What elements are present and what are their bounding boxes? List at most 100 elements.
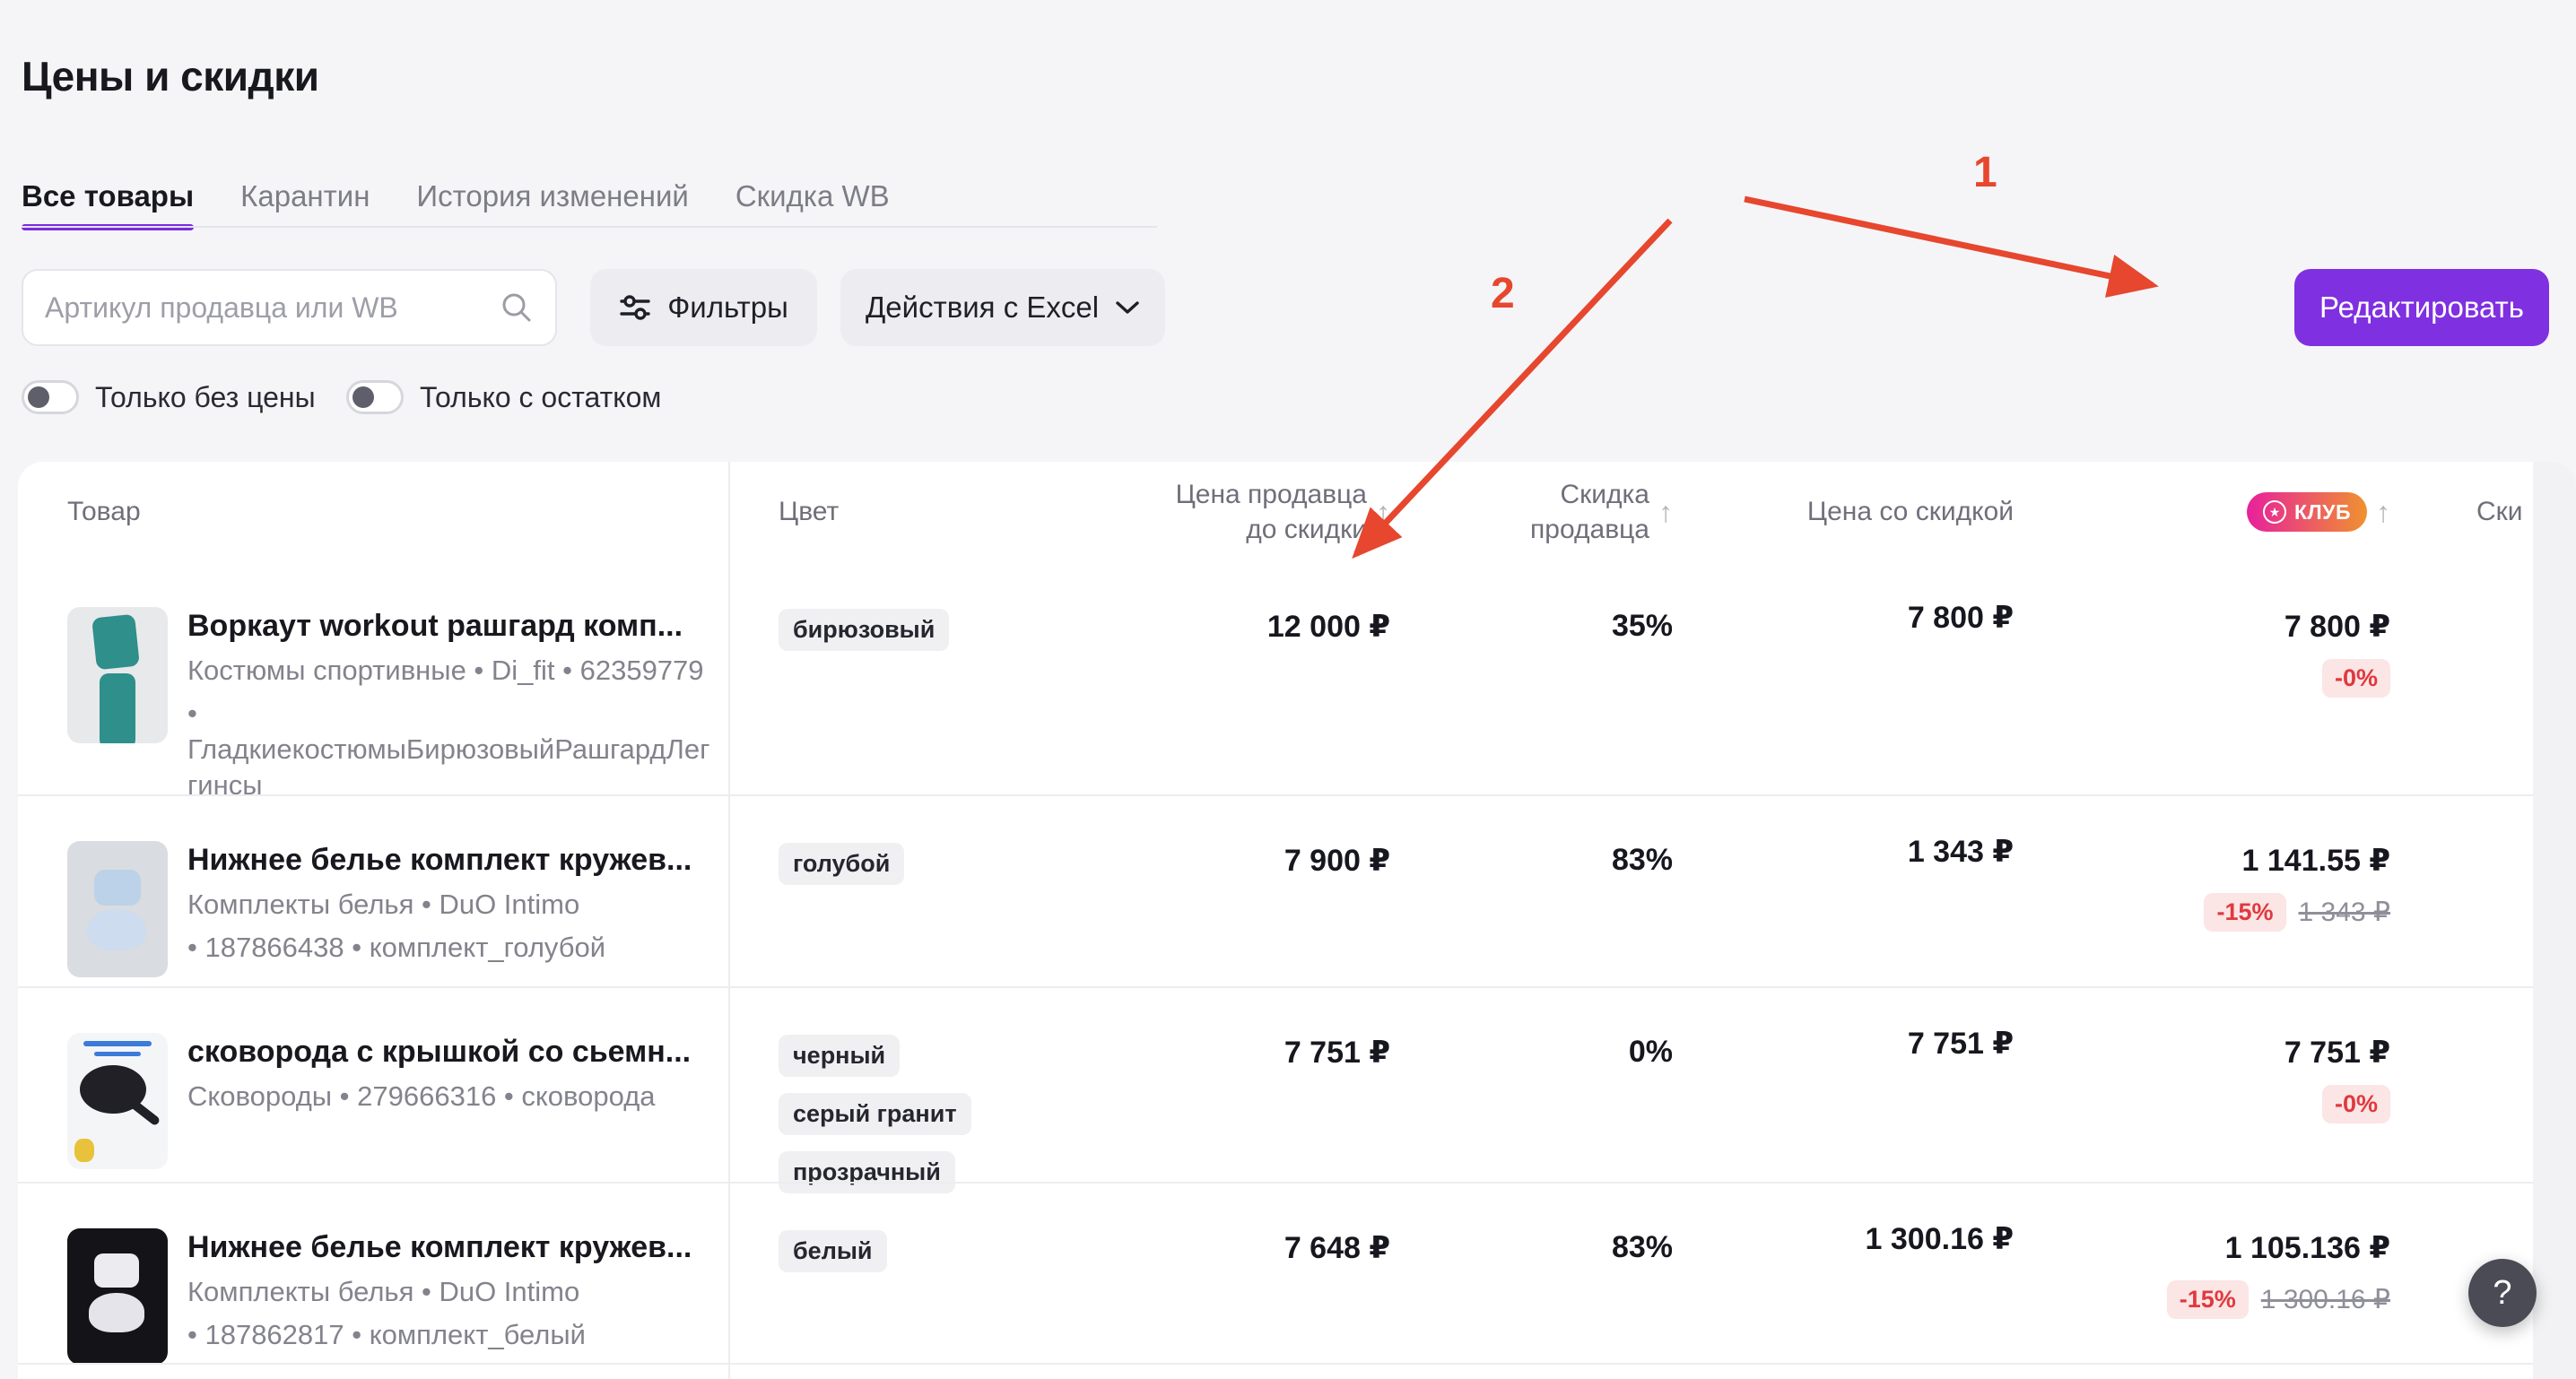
club-price: 1 141.55 ₽	[2241, 844, 2390, 878]
product-title: Нижнее белье комплект кружев...	[187, 843, 692, 877]
search-input[interactable]	[45, 291, 500, 325]
excel-actions-button[interactable]: Действия с Excel	[840, 269, 1165, 346]
color-cell: белый	[728, 1184, 1024, 1365]
color-cell: бирюзовый	[728, 562, 1024, 803]
club-badge-label: КЛУБ	[2293, 499, 2351, 524]
header-discount-line2: продавца	[1530, 515, 1649, 544]
table-row[interactable]: Нижнее белье комплект кружев... Комплект…	[18, 1182, 2576, 1365]
discount-cell: 0%	[1628, 1035, 1673, 1069]
price-after-cell: 1 300.16 ₽	[1865, 1222, 2014, 1256]
table-row[interactable]: Воркаут workout рашгард комп... Костюмы …	[18, 562, 2576, 801]
tab-quarantine[interactable]: Карантин	[240, 179, 370, 212]
header-club[interactable]: ★ КЛУБ ↑	[2014, 492, 2390, 532]
annotation-label-2: 2	[1491, 270, 1515, 317]
price-after-cell: 7 800 ₽	[1907, 601, 2014, 635]
club-change-badge: -15%	[2204, 893, 2286, 932]
toggle-with-stock-group: Только с остатком	[346, 380, 661, 414]
product-subtitle: Костюмы спортивные • Di_fit • 62359779	[187, 655, 704, 686]
sort-icon[interactable]: ↑	[1658, 495, 1673, 528]
header-price-before[interactable]: Цена продавца до скидки ↑	[1024, 477, 1390, 547]
club-price: 7 800 ₽	[2284, 610, 2390, 644]
products-table: Товар Цвет Цена продавца до скидки ↑ Ски…	[18, 462, 2576, 1379]
filters-button[interactable]: Фильтры	[590, 269, 817, 346]
discount-cell: 35%	[1611, 609, 1673, 643]
header-color: Цвет	[779, 497, 840, 526]
product-subtitle: Сковороды • 279666316 • сковорода	[187, 1080, 656, 1112]
header-price-after: Цена со скидкой	[1806, 497, 2014, 526]
sort-icon[interactable]: ↑	[1376, 495, 1390, 528]
table-row[interactable]: Нижнее белье комплект кружев... Комплект…	[18, 794, 2576, 986]
tab-all-products[interactable]: Все товары	[22, 178, 195, 230]
club-price: 7 751 ₽	[2284, 1036, 2390, 1070]
tab-wb-discount[interactable]: Скидка WB	[735, 179, 890, 212]
header-price-before-line1: Цена продавца	[1175, 480, 1367, 509]
product-subtitle: Комплекты белья • DuO Intimo	[187, 1276, 580, 1307]
help-button[interactable]: ?	[2468, 1259, 2537, 1327]
product-cell: Нижнее белье комплект кружев... Комплект…	[18, 1184, 728, 1365]
page-title: Цены и скидки	[22, 53, 319, 100]
toggle-with-stock[interactable]	[346, 380, 404, 414]
header-discount-line1: Скидка	[1560, 480, 1649, 509]
search-box[interactable]	[22, 269, 557, 346]
toggle-no-price-label: Только без цены	[95, 380, 316, 413]
toggle-no-price[interactable]	[22, 380, 79, 414]
product-tags: • 187862817 • комплект_белый	[187, 1319, 586, 1350]
product-cell: Воркаут workout рашгард комп... Костюмы …	[18, 562, 728, 803]
club-price-cell: 1 141.55 ₽ -15% 1 343 ₽	[2014, 796, 2390, 986]
header-seller-discount[interactable]: Скидка продавца ↑	[1390, 477, 1673, 547]
annotation-label-1: 1	[1973, 149, 1997, 196]
color-chip: бирюзовый	[779, 609, 950, 651]
price-before-cell: 7 900 ₽	[1284, 844, 1390, 878]
color-chip: белый	[779, 1230, 887, 1272]
club-price-cell: 7 800 ₽ -0%	[2014, 562, 2390, 803]
product-tags: • ГладкиекостюмыБирюзовыйРашгардЛеггинсы	[187, 698, 710, 801]
price-before-cell: 12 000 ₽	[1266, 610, 1390, 644]
table-right-edge	[2533, 462, 2576, 1379]
product-cell: Нижнее белье комплект кружев... Комплект…	[18, 796, 728, 986]
excel-actions-label: Действия с Excel	[865, 291, 1100, 324]
discount-cell: 83%	[1611, 1230, 1673, 1264]
table-row-partial	[18, 1363, 2576, 1379]
tab-track-line	[22, 226, 1157, 228]
header-price-before-line2: до скидки	[1246, 515, 1367, 544]
price-before-cell: 7 648 ₽	[1284, 1231, 1390, 1265]
product-subtitle: Комплекты белья • DuO Intimo	[187, 889, 580, 920]
filters-label: Фильтры	[667, 291, 788, 324]
table-row[interactable]: сковорода с крышкой со сьемн... Сковород…	[18, 986, 2576, 1193]
chevron-down-icon	[1116, 301, 1139, 314]
club-price-cell: 1 105.136 ₽ -15% 1 300.16 ₽	[2014, 1184, 2390, 1365]
color-chip: прозрачный	[779, 1151, 955, 1193]
product-image	[67, 841, 168, 977]
question-icon: ?	[2493, 1273, 2512, 1312]
product-image	[67, 607, 168, 743]
club-change-badge: -0%	[2321, 1085, 2390, 1123]
product-cell: сковорода с крышкой со сьемн... Сковород…	[18, 988, 728, 1193]
filters-icon	[620, 295, 650, 320]
product-image	[67, 1033, 168, 1169]
club-badge: ★ КЛУБ	[2246, 492, 2367, 532]
header-product: Товар	[67, 497, 141, 526]
edit-button-label: Редактировать	[2319, 291, 2524, 324]
tab-change-history[interactable]: История изменений	[416, 179, 689, 212]
search-icon	[502, 293, 531, 322]
toggle-with-stock-label: Только с остатком	[420, 380, 662, 413]
discount-cell: 83%	[1611, 843, 1673, 877]
column-divider	[728, 462, 730, 1379]
color-cell: голубой	[728, 796, 1024, 986]
color-chip: серый гранит	[779, 1093, 971, 1135]
club-price: 1 105.136 ₽	[2224, 1231, 2390, 1265]
product-title: Воркаут workout рашгард комп...	[187, 609, 683, 643]
product-image	[67, 1228, 168, 1365]
edit-button[interactable]: Редактировать	[2294, 269, 2549, 346]
annotation-arrow-1	[1744, 195, 2159, 298]
sort-icon[interactable]: ↑	[2376, 495, 2390, 528]
product-title: Нижнее белье комплект кружев...	[187, 1230, 692, 1264]
price-before-cell: 7 751 ₽	[1284, 1036, 1390, 1070]
toggle-knob	[352, 386, 374, 408]
header-next-column-cut: Ски	[2476, 497, 2523, 526]
product-title: сковорода с крышкой со сьемн...	[187, 1035, 692, 1069]
club-old-price: 1 300.16 ₽	[2260, 1285, 2390, 1314]
price-after-cell: 1 343 ₽	[1907, 835, 2014, 869]
tab-bar: Все товары Карантин История изменений Ск…	[22, 178, 890, 230]
color-chip: голубой	[779, 843, 905, 885]
